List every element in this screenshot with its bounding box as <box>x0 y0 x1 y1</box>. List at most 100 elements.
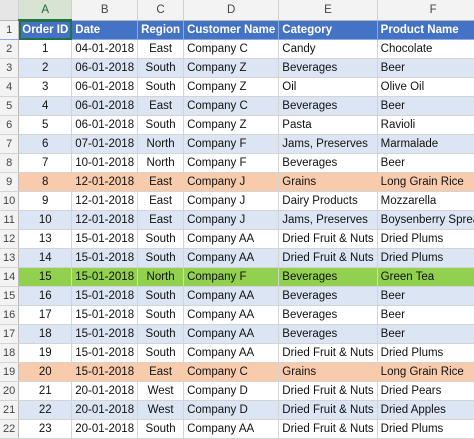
cell-date[interactable]: 12-01-2018 <box>71 191 139 211</box>
header-cell-order-id[interactable]: Order ID <box>18 20 73 40</box>
cell-order-id[interactable]: 18 <box>18 324 73 344</box>
cell-product-name[interactable]: Beer <box>377 286 474 306</box>
cell-region[interactable]: East <box>137 96 185 116</box>
cell-region[interactable]: South <box>137 248 185 268</box>
cell-product-name[interactable]: Dried Plums <box>377 343 474 363</box>
cell-customer-name[interactable]: Company AA <box>183 419 280 439</box>
cell-date[interactable]: 10-01-2018 <box>71 153 139 173</box>
cell-order-id[interactable]: 9 <box>18 191 73 211</box>
column-header-c[interactable]: C <box>137 0 185 21</box>
cell-product-name[interactable]: Beer <box>377 153 474 173</box>
cell-product-name[interactable]: Dried Plums <box>377 229 474 249</box>
header-cell-category[interactable]: Category <box>278 20 378 40</box>
cell-region[interactable]: South <box>137 343 185 363</box>
cell-date[interactable]: 06-01-2018 <box>71 77 139 97</box>
cell-order-id[interactable]: 1 <box>18 39 73 59</box>
cell-customer-name[interactable]: Company Z <box>183 115 280 135</box>
cell-date[interactable]: 15-01-2018 <box>71 229 139 249</box>
row-number[interactable]: 20 <box>0 381 20 401</box>
cell-date[interactable]: 20-01-2018 <box>71 400 139 420</box>
cell-category[interactable]: Grains <box>278 362 378 382</box>
select-all-corner[interactable] <box>0 0 20 21</box>
cell-customer-name[interactable]: Company C <box>183 362 280 382</box>
cell-category[interactable]: Beverages <box>278 58 378 78</box>
column-header-d[interactable]: D <box>183 0 280 21</box>
cell-date[interactable]: 15-01-2018 <box>71 248 139 268</box>
cell-date[interactable]: 15-01-2018 <box>71 324 139 344</box>
cell-region[interactable]: South <box>137 419 185 439</box>
cell-product-name[interactable]: Mozzarella <box>377 191 474 211</box>
cell-category[interactable]: Grains <box>278 172 378 192</box>
row-number[interactable]: 15 <box>0 286 20 306</box>
cell-product-name[interactable]: Green Tea <box>377 267 474 287</box>
cell-order-id[interactable]: 22 <box>18 400 73 420</box>
cell-product-name[interactable]: Dried Plums <box>377 248 474 268</box>
cell-customer-name[interactable]: Company AA <box>183 343 280 363</box>
cell-date[interactable]: 07-01-2018 <box>71 134 139 154</box>
cell-date[interactable]: 06-01-2018 <box>71 115 139 135</box>
row-number-1[interactable]: 1 <box>0 20 20 40</box>
cell-customer-name[interactable]: Company AA <box>183 286 280 306</box>
cell-region[interactable]: South <box>137 305 185 325</box>
cell-category[interactable]: Dried Fruit & Nuts <box>278 381 378 401</box>
cell-order-id[interactable]: 16 <box>18 286 73 306</box>
cell-order-id[interactable]: 17 <box>18 305 73 325</box>
cell-region[interactable]: South <box>137 115 185 135</box>
cell-category[interactable]: Beverages <box>278 324 378 344</box>
cell-category[interactable]: Beverages <box>278 305 378 325</box>
cell-category[interactable]: Dried Fruit & Nuts <box>278 343 378 363</box>
cell-date[interactable]: 12-01-2018 <box>71 210 139 230</box>
row-number[interactable]: 4 <box>0 77 20 97</box>
cell-customer-name[interactable]: Company D <box>183 400 280 420</box>
cell-date[interactable]: 06-01-2018 <box>71 96 139 116</box>
cell-category[interactable]: Beverages <box>278 96 378 116</box>
cell-order-id[interactable]: 21 <box>18 381 73 401</box>
cell-order-id[interactable]: 8 <box>18 172 73 192</box>
cell-product-name[interactable]: Dried Pears <box>377 381 474 401</box>
cell-order-id[interactable]: 10 <box>18 210 73 230</box>
cell-date[interactable]: 15-01-2018 <box>71 343 139 363</box>
row-number[interactable]: 14 <box>0 267 20 287</box>
cell-order-id[interactable]: 6 <box>18 134 73 154</box>
cell-customer-name[interactable]: Company J <box>183 172 280 192</box>
row-number[interactable]: 16 <box>0 305 20 325</box>
cell-date[interactable]: 12-01-2018 <box>71 172 139 192</box>
header-cell-product-name[interactable]: Product Name <box>377 20 474 40</box>
cell-customer-name[interactable]: Company AA <box>183 229 280 249</box>
cell-region[interactable]: South <box>137 324 185 344</box>
cell-date[interactable]: 15-01-2018 <box>71 362 139 382</box>
cell-category[interactable]: Dairy Products <box>278 191 378 211</box>
row-number[interactable]: 7 <box>0 134 20 154</box>
cell-category[interactable]: Dried Fruit & Nuts <box>278 229 378 249</box>
row-number[interactable]: 19 <box>0 362 20 382</box>
cell-product-name[interactable]: Ravioli <box>377 115 474 135</box>
cell-order-id[interactable]: 13 <box>18 229 73 249</box>
row-number[interactable]: 18 <box>0 343 20 363</box>
cell-customer-name[interactable]: Company AA <box>183 324 280 344</box>
cell-date[interactable]: 15-01-2018 <box>71 286 139 306</box>
row-number[interactable]: 2 <box>0 39 20 59</box>
row-number[interactable]: 10 <box>0 191 20 211</box>
cell-date[interactable]: 15-01-2018 <box>71 305 139 325</box>
cell-region[interactable]: East <box>137 172 185 192</box>
cell-product-name[interactable]: Boysenberry Spread <box>377 210 474 230</box>
cell-product-name[interactable]: Beer <box>377 305 474 325</box>
row-number[interactable]: 8 <box>0 153 20 173</box>
cell-customer-name[interactable]: Company C <box>183 96 280 116</box>
row-number[interactable]: 22 <box>0 419 20 439</box>
column-header-a[interactable]: A <box>18 0 73 21</box>
cell-order-id[interactable]: 19 <box>18 343 73 363</box>
cell-region[interactable]: South <box>137 229 185 249</box>
cell-product-name[interactable]: Dried Plums <box>377 419 474 439</box>
cell-customer-name[interactable]: Company AA <box>183 305 280 325</box>
cell-category[interactable]: Candy <box>278 39 378 59</box>
cell-customer-name[interactable]: Company Z <box>183 77 280 97</box>
row-number[interactable]: 11 <box>0 210 20 230</box>
cell-category[interactable]: Dried Fruit & Nuts <box>278 400 378 420</box>
cell-region[interactable]: South <box>137 58 185 78</box>
header-cell-region[interactable]: Region <box>137 20 185 40</box>
cell-product-name[interactable]: Long Grain Rice <box>377 362 474 382</box>
cell-date[interactable]: 06-01-2018 <box>71 58 139 78</box>
cell-customer-name[interactable]: Company F <box>183 153 280 173</box>
cell-customer-name[interactable]: Company F <box>183 267 280 287</box>
